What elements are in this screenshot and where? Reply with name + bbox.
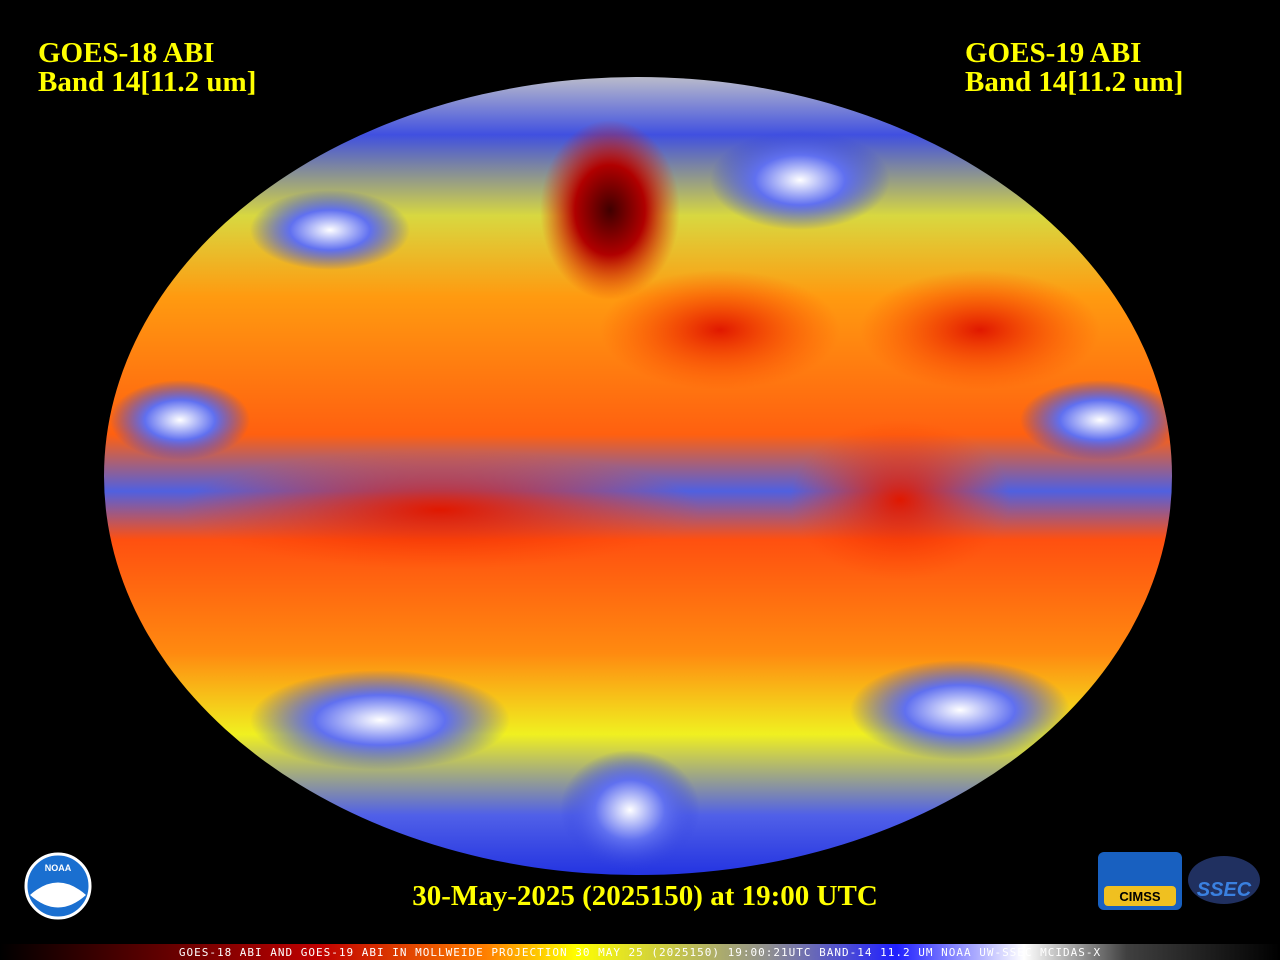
footer-text: GOES-18 ABI AND GOES-19 ABI IN MOLLWEIDE… <box>179 946 1101 959</box>
noaa-text: NOAA <box>45 863 72 873</box>
noaa-logo: NOAA <box>24 852 92 920</box>
ssec-logo: SSEC <box>1188 856 1260 904</box>
cimss-logo: CIMSS <box>1098 852 1182 910</box>
cimss-text: CIMSS <box>1119 889 1161 904</box>
ssec-text: SSEC <box>1197 879 1252 901</box>
timestamp: 30-May-2025 (2025150) at 19:00 UTC <box>412 880 878 912</box>
color-bar <box>0 944 1280 960</box>
globe <box>104 77 1172 875</box>
right-band: Band 14[11.2 um] <box>965 66 1183 98</box>
left-satellite: GOES-18 ABI <box>38 37 214 69</box>
left-band: Band 14[11.2 um] <box>38 66 256 98</box>
right-satellite: GOES-19 ABI <box>965 37 1141 69</box>
